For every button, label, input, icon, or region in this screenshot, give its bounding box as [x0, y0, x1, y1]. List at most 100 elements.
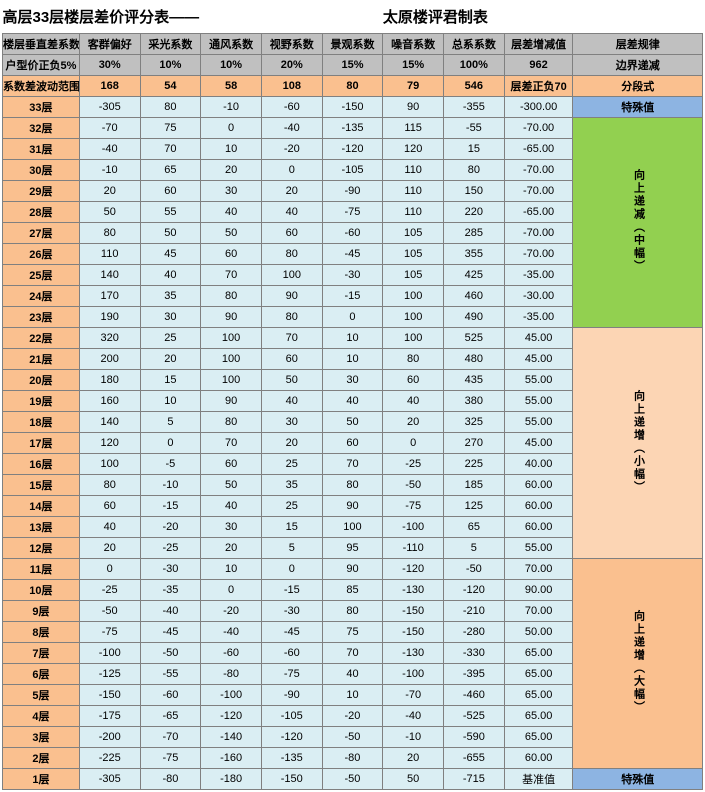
- value-cell: 20: [383, 412, 444, 433]
- value-cell: 110: [79, 244, 140, 265]
- header-cell: 108: [261, 76, 322, 97]
- value-cell: 150: [444, 181, 505, 202]
- value-cell: 30: [201, 517, 262, 538]
- value-cell: 80: [79, 223, 140, 244]
- value-cell: -65.00: [504, 202, 573, 223]
- value-cell: 225: [444, 454, 505, 475]
- value-cell: 85: [322, 580, 383, 601]
- value-cell: 0: [79, 559, 140, 580]
- value-cell: 60: [201, 454, 262, 475]
- value-cell: 115: [383, 118, 444, 139]
- floor-label: 8层: [3, 622, 80, 643]
- value-cell: -100: [79, 643, 140, 664]
- value-cell: 140: [79, 265, 140, 286]
- value-cell: 0: [201, 580, 262, 601]
- value-cell: 270: [444, 433, 505, 454]
- value-cell: -50: [383, 475, 444, 496]
- value-cell: 460: [444, 286, 505, 307]
- floor-label: 10层: [3, 580, 80, 601]
- value-cell: -100: [383, 664, 444, 685]
- floor-label: 11层: [3, 559, 80, 580]
- value-cell: -280: [444, 622, 505, 643]
- value-cell: -140: [201, 727, 262, 748]
- value-cell: 100: [201, 328, 262, 349]
- header-cell: 视野系数: [261, 34, 322, 55]
- value-cell: 80: [383, 349, 444, 370]
- value-cell: -55: [140, 664, 201, 685]
- value-cell: -10: [383, 727, 444, 748]
- value-cell: -25: [140, 538, 201, 559]
- value-cell: -70: [383, 685, 444, 706]
- floor-label: 28层: [3, 202, 80, 223]
- floor-label: 26层: [3, 244, 80, 265]
- value-cell: 60.00: [504, 517, 573, 538]
- value-cell: -30.00: [504, 286, 573, 307]
- value-cell: -60: [140, 685, 201, 706]
- value-cell: -655: [444, 748, 505, 769]
- value-cell: 100: [261, 265, 322, 286]
- value-cell: 80: [322, 601, 383, 622]
- value-cell: 55.00: [504, 412, 573, 433]
- value-cell: 60: [261, 223, 322, 244]
- header-cell: 层差增减值: [504, 34, 573, 55]
- value-cell: -60: [322, 223, 383, 244]
- value-cell: 325: [444, 412, 505, 433]
- floor-label: 7层: [3, 643, 80, 664]
- value-cell: -70.00: [504, 181, 573, 202]
- value-cell: -75: [140, 748, 201, 769]
- group-label: 向上递增（小幅）: [573, 328, 703, 559]
- header-cell: 10%: [140, 55, 201, 76]
- value-cell: 65: [444, 517, 505, 538]
- value-cell: 20: [201, 160, 262, 181]
- value-cell: -10: [201, 97, 262, 118]
- price-table: 高层33层楼层差价评分表——太原楼评君制表楼层垂直差系数客群偏好采光系数通风系数…: [2, 2, 703, 790]
- value-cell: -10: [79, 160, 140, 181]
- floor-label: 5层: [3, 685, 80, 706]
- value-cell: -150: [261, 769, 322, 790]
- value-cell: 20: [79, 538, 140, 559]
- header-cell: 层差规律: [573, 34, 703, 55]
- value-cell: -125: [79, 664, 140, 685]
- value-cell: -50: [444, 559, 505, 580]
- value-cell: 20: [383, 748, 444, 769]
- value-cell: -80: [322, 748, 383, 769]
- value-cell: 185: [444, 475, 505, 496]
- header-cell: 20%: [261, 55, 322, 76]
- value-cell: 50: [201, 223, 262, 244]
- value-cell: -60: [201, 643, 262, 664]
- value-cell: 110: [383, 160, 444, 181]
- value-cell: -130: [383, 643, 444, 664]
- floor-label: 6层: [3, 664, 80, 685]
- value-cell: 55.00: [504, 538, 573, 559]
- value-cell: 40: [322, 664, 383, 685]
- value-cell: -130: [383, 580, 444, 601]
- value-cell: 180: [79, 370, 140, 391]
- value-cell: 80: [201, 412, 262, 433]
- value-cell: 5: [444, 538, 505, 559]
- header-cell: 962: [504, 55, 573, 76]
- value-cell: -80: [140, 769, 201, 790]
- table-row: 22层32025100701010052545.00向上递增（小幅）: [3, 328, 703, 349]
- value-cell: -120: [383, 559, 444, 580]
- table-row: 1层-305-80-180-150-5050-715基准值特殊值: [3, 769, 703, 790]
- value-cell: 90: [383, 97, 444, 118]
- value-cell: 220: [444, 202, 505, 223]
- value-cell: -50: [140, 643, 201, 664]
- value-cell: 50: [322, 412, 383, 433]
- header-cell: 采光系数: [140, 34, 201, 55]
- value-cell: -35.00: [504, 307, 573, 328]
- value-cell: 0: [140, 433, 201, 454]
- floor-label: 9层: [3, 601, 80, 622]
- value-cell: 55: [140, 202, 201, 223]
- value-cell: 50: [383, 769, 444, 790]
- header-cell: 客群偏好: [79, 34, 140, 55]
- value-cell: 0: [383, 433, 444, 454]
- header-cell: 546: [444, 76, 505, 97]
- value-cell: 20: [140, 349, 201, 370]
- value-cell: -50: [79, 601, 140, 622]
- value-cell: -150: [79, 685, 140, 706]
- value-cell: 25: [261, 496, 322, 517]
- value-cell: 60: [322, 433, 383, 454]
- header-cell: 通风系数: [201, 34, 262, 55]
- value-cell: 50: [140, 223, 201, 244]
